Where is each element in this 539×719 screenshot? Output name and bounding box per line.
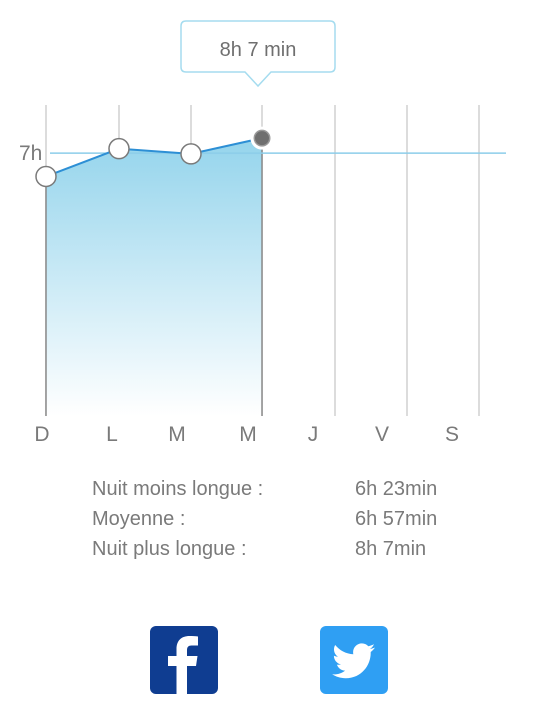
facebook-share-button[interactable] xyxy=(150,626,218,694)
facebook-icon xyxy=(168,636,198,694)
stat-value: 6h 57min xyxy=(355,508,438,530)
sleep-stats: Nuit moins longue : 6h 23min Moyenne : 6… xyxy=(92,478,512,568)
data-point[interactable] xyxy=(35,165,57,188)
stat-label: Nuit moins longue : xyxy=(92,478,264,500)
data-line xyxy=(45,137,263,178)
data-point[interactable] xyxy=(108,137,130,160)
reference-label: 7h xyxy=(19,142,42,165)
stat-row-average: Moyenne : 6h 57min xyxy=(92,508,512,538)
sleep-chart: 7h 8h 7 min D L M M J V S xyxy=(19,20,506,446)
stat-label: Moyenne : xyxy=(92,508,186,530)
data-point[interactable] xyxy=(180,143,202,165)
series-line xyxy=(45,137,263,178)
twitter-icon xyxy=(332,643,375,679)
x-tick-label: J xyxy=(308,423,319,446)
stat-value: 8h 7min xyxy=(355,538,427,560)
area-shape xyxy=(46,138,262,416)
data-point-selected-core xyxy=(255,131,269,146)
x-tick-label: M xyxy=(239,423,257,446)
x-tick-label: S xyxy=(445,423,459,446)
x-tick-label: M xyxy=(168,423,186,446)
tooltip-box xyxy=(180,20,336,88)
stat-row-longest: Nuit plus longue : 8h 7min xyxy=(92,538,512,568)
stat-row-shortest: Nuit moins longue : 6h 23min xyxy=(92,478,512,508)
x-tick-label: L xyxy=(106,423,118,446)
twitter-share-button[interactable] xyxy=(320,626,388,694)
stat-label: Nuit plus longue : xyxy=(92,538,247,560)
data-points xyxy=(35,126,274,188)
area-fill xyxy=(45,138,263,416)
x-tick-label: V xyxy=(375,423,389,446)
value-tooltip: 8h 7 min xyxy=(180,20,336,88)
tooltip-text: 8h 7 min xyxy=(220,39,297,61)
stat-value: 6h 23min xyxy=(355,478,438,500)
x-tick-label: D xyxy=(34,423,49,446)
